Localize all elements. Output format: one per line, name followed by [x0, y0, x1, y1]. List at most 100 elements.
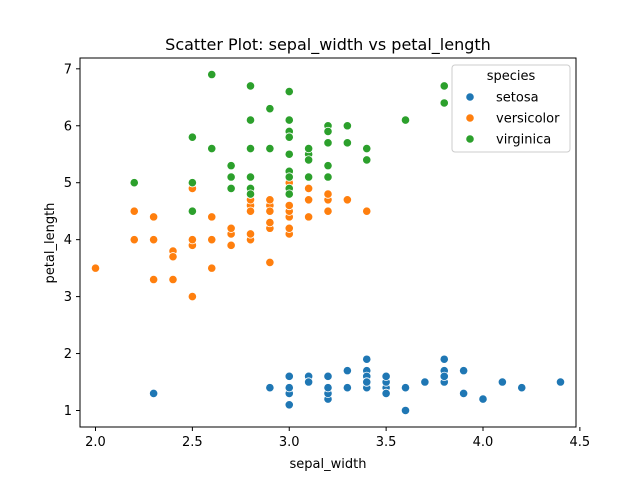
- point-versicolor-49: [245, 229, 256, 239]
- x-tick-label-3: 3.5: [376, 435, 397, 450]
- point-versicolor-40: [207, 212, 217, 222]
- point-setosa-8: [265, 383, 275, 393]
- point-versicolor-1: [323, 206, 333, 216]
- point-virginica-7: [265, 104, 275, 114]
- point-versicolor-29: [207, 263, 217, 273]
- y-axis-label: petal_length: [43, 203, 58, 284]
- y-tick-label-4: 5: [64, 176, 72, 191]
- point-versicolor-32: [226, 240, 236, 250]
- point-versicolor-18: [129, 206, 139, 216]
- point-setosa-13: [284, 400, 294, 410]
- point-virginica-46: [187, 178, 197, 188]
- point-virginica-11: [226, 161, 236, 171]
- point-virginica-17: [439, 81, 449, 91]
- point-versicolor-2: [304, 183, 314, 193]
- point-setosa-24: [362, 354, 372, 364]
- point-setosa-14: [478, 394, 488, 404]
- x-tick-label-4: 4.0: [473, 435, 494, 450]
- point-versicolor-48: [187, 291, 197, 302]
- legend-label-virginica: virginica: [496, 133, 551, 148]
- point-versicolor-44: [226, 223, 236, 233]
- point-virginica-16: [284, 149, 294, 159]
- point-virginica-9: [400, 115, 411, 125]
- point-virginica-19: [129, 178, 139, 188]
- point-virginica-3: [265, 143, 275, 154]
- point-setosa-34: [304, 377, 314, 387]
- x-tick-label-2: 3.0: [279, 435, 300, 450]
- point-versicolor-3: [149, 235, 159, 245]
- point-versicolor-43: [149, 274, 159, 285]
- y-tick-label-3: 4: [64, 233, 72, 248]
- plot-points: [90, 69, 566, 416]
- y-tick-label-6: 7: [64, 62, 72, 77]
- point-setosa-15: [555, 377, 566, 387]
- point-versicolor-12: [129, 235, 139, 245]
- legend-marker-setosa: [465, 92, 475, 102]
- point-virginica-10: [323, 172, 333, 182]
- point-virginica-6: [187, 206, 197, 216]
- point-setosa-32: [497, 377, 507, 387]
- point-versicolor-20: [323, 189, 333, 199]
- legend-label-versicolor: versicolor: [496, 112, 560, 127]
- point-versicolor-7: [168, 274, 178, 285]
- point-virginica-29: [284, 132, 294, 142]
- legend-label-setosa: setosa: [496, 91, 539, 106]
- point-virginica-41: [304, 172, 314, 182]
- x-tick-label-1: 2.5: [182, 435, 203, 450]
- y-axis: 1 2 3 4 5 6 7: [64, 62, 80, 419]
- y-tick-label-2: 3: [64, 290, 72, 305]
- point-versicolor-31: [168, 252, 178, 262]
- point-virginica-15: [323, 161, 333, 171]
- y-tick-label-5: 6: [64, 119, 72, 134]
- point-virginica-30: [245, 115, 256, 125]
- point-versicolor-6: [342, 195, 352, 205]
- point-setosa-37: [400, 383, 411, 393]
- point-setosa-40: [381, 388, 391, 398]
- point-setosa-23: [342, 366, 352, 376]
- point-virginica-39: [304, 155, 314, 165]
- point-setosa-33: [517, 383, 527, 393]
- x-axis-label: sepal_width: [290, 457, 367, 472]
- point-versicolor-45: [284, 223, 294, 233]
- y-tick-label-0: 1: [64, 404, 72, 419]
- point-setosa-49: [342, 383, 352, 393]
- point-virginica-32: [245, 143, 256, 154]
- point-virginica-49: [284, 172, 294, 182]
- point-versicolor-35: [362, 206, 372, 216]
- point-virginica-33: [245, 172, 256, 182]
- point-setosa-43: [381, 371, 391, 381]
- point-setosa-44: [439, 354, 449, 364]
- point-virginica-0: [342, 121, 352, 131]
- point-setosa-5: [459, 366, 469, 376]
- point-virginica-48: [362, 155, 372, 165]
- legend-title: species: [487, 69, 536, 84]
- point-versicolor-39: [187, 235, 197, 245]
- point-virginica-34: [207, 143, 217, 154]
- point-versicolor-28: [265, 206, 275, 216]
- point-virginica-20: [323, 138, 333, 148]
- legend-items: setosa versicolor virginica: [465, 91, 560, 148]
- point-virginica-36: [362, 143, 372, 154]
- point-setosa-48: [420, 377, 430, 387]
- point-virginica-35: [284, 115, 294, 125]
- point-setosa-47: [323, 383, 333, 393]
- point-setosa-22: [400, 405, 411, 416]
- point-versicolor-42: [207, 235, 217, 245]
- x-tick-label-0: 2.0: [85, 435, 106, 450]
- point-setosa-41: [149, 388, 159, 398]
- point-virginica-44: [342, 138, 352, 148]
- y-tick-label-1: 2: [64, 347, 72, 362]
- point-virginica-40: [304, 143, 314, 154]
- point-virginica-31: [439, 98, 449, 108]
- point-versicolor-36: [304, 195, 314, 205]
- legend-marker-versicolor: [465, 113, 475, 123]
- point-versicolor-13: [265, 195, 275, 205]
- point-virginica-18: [207, 69, 217, 80]
- point-versicolor-47: [265, 217, 275, 228]
- point-virginica-23: [226, 183, 236, 193]
- x-tick-label-5: 4.5: [570, 435, 591, 450]
- x-axis: 2.0 2.5 3.0 3.5 4.0 4.5: [85, 427, 590, 450]
- point-setosa-45: [284, 383, 294, 393]
- legend-box: [451, 64, 571, 153]
